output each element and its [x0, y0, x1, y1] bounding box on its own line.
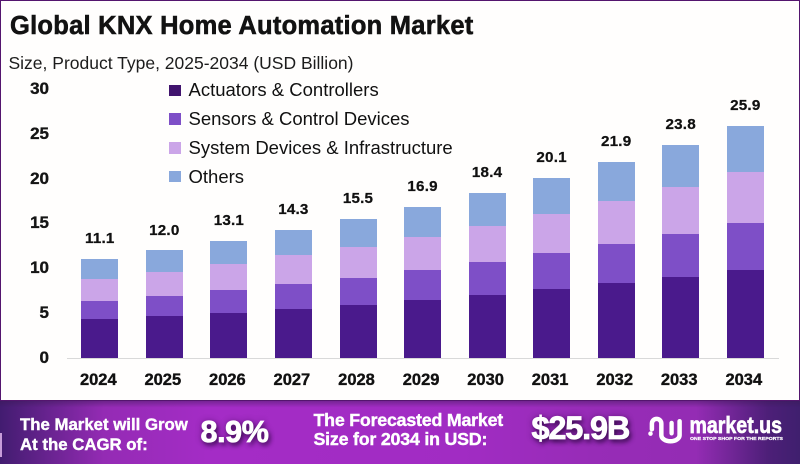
- svg-text:market.us: market.us: [690, 412, 783, 438]
- svg-text:ONE STOP SHOP FOR THE REPORTS: ONE STOP SHOP FOR THE REPORTS: [690, 436, 784, 442]
